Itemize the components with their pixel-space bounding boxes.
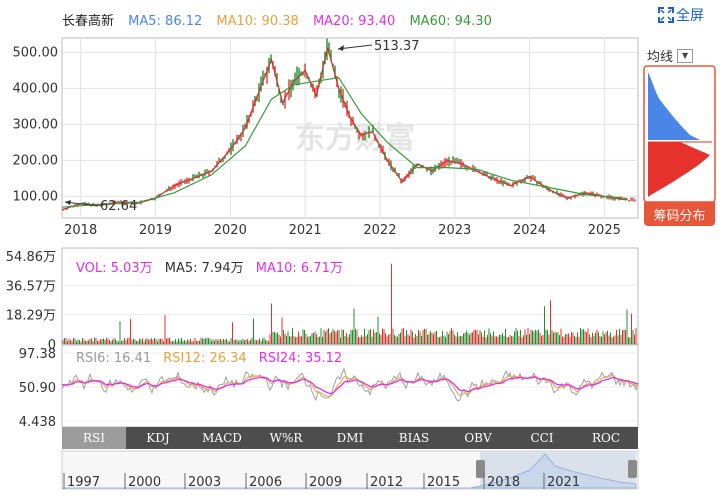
volume-grid bbox=[62, 284, 638, 316]
volume-y-axis: 54.86万 36.57万 18.29万 0 bbox=[6, 250, 56, 353]
max-annotation: 513.37 bbox=[337, 39, 420, 54]
price-line bbox=[61, 47, 627, 211]
volume-y-tick: 18.29万 bbox=[6, 309, 56, 324]
price-x-tick: 2021 bbox=[289, 223, 322, 238]
price-x-tick: 2018 bbox=[64, 223, 97, 238]
rsi-y-tick: 50.90 bbox=[19, 381, 56, 396]
fullscreen-label: 全屏 bbox=[676, 8, 704, 24]
volume-panel: 54.86万 36.57万 18.29万 0 bbox=[6, 247, 639, 353]
navigator-area bbox=[62, 453, 637, 489]
price-y-tick: 100.00 bbox=[13, 189, 59, 204]
tab-obv[interactable]: OBV bbox=[464, 431, 492, 445]
indicator-tabs: RSI KDJ MACD W%R DMI BIAS OBV CCI ROC bbox=[62, 427, 638, 449]
volume-y-tick: 36.57万 bbox=[6, 279, 56, 294]
min-annotation: 62.64 bbox=[64, 199, 137, 214]
navigator-year-label: 2015 bbox=[427, 475, 460, 490]
navigator-year-label: 2000 bbox=[128, 475, 161, 490]
tab-rsi[interactable]: RSI bbox=[62, 427, 126, 449]
price-x-tick: 2025 bbox=[588, 223, 621, 238]
price-x-tick: 2023 bbox=[438, 223, 471, 238]
fullscreen-button[interactable]: 全屏 bbox=[658, 5, 704, 25]
price-x-tick: 2020 bbox=[214, 223, 247, 238]
vol-label: VOL: 5.03万 bbox=[76, 261, 153, 276]
price-x-tick: 2022 bbox=[363, 223, 396, 238]
ma10-label: MA10: 90.38 bbox=[216, 14, 299, 29]
navigator-year-label: 2003 bbox=[188, 475, 221, 490]
vol-ma10-label: MA10: 6.71万 bbox=[255, 261, 343, 276]
navigator-left-handle[interactable] bbox=[476, 460, 485, 478]
rsi-y-tick: 4.438 bbox=[19, 415, 56, 430]
navigator-years: 1997 2000 2003 2006 2009 2012 2015 2018 2021 bbox=[63, 473, 580, 490]
tab-cci[interactable]: CCI bbox=[530, 431, 554, 445]
price-panel-bg bbox=[61, 37, 639, 219]
rsi24-label: RSI24: 35.12 bbox=[258, 351, 343, 366]
tab-macd[interactable]: MACD bbox=[202, 431, 242, 445]
ma20-label: MA20: 93.40 bbox=[312, 14, 396, 29]
tab-kdj[interactable]: KDJ bbox=[146, 431, 170, 445]
price-x-axis: 2018 2019 2020 2021 2022 2023 2024 2025 bbox=[64, 223, 621, 238]
tab-bias[interactable]: BIAS bbox=[398, 431, 430, 445]
chip-red-area bbox=[648, 142, 710, 197]
navigator-year-label: 2021 bbox=[547, 475, 580, 490]
ma60-line bbox=[61, 76, 627, 208]
volume-legend: VOL: 5.03万 MA5: 7.94万 MA10: 6.71万 bbox=[76, 257, 351, 276]
rsi-y-axis: 97.38 50.90 4.438 bbox=[19, 347, 56, 430]
rsi24-line bbox=[61, 376, 639, 395]
price-y-tick: 300.00 bbox=[13, 117, 59, 132]
rsi-grid bbox=[62, 352, 638, 422]
chip-blue-area bbox=[648, 72, 700, 140]
ma5-label: MA5: 86.12 bbox=[128, 14, 203, 29]
price-grid bbox=[62, 38, 638, 218]
volume-y-tick: 0 bbox=[48, 338, 56, 353]
tab-dmi[interactable]: DMI bbox=[336, 431, 364, 445]
price-y-tick: 400.00 bbox=[13, 81, 59, 96]
tab-roc[interactable]: ROC bbox=[591, 431, 621, 445]
navigator-year-label: 1997 bbox=[67, 475, 100, 490]
navigator-year-label: 2006 bbox=[249, 475, 282, 490]
chevron-down-icon[interactable]: ▼ bbox=[677, 48, 694, 63]
price-y-axis: 100.00 200.00 300.00 400.00 500.00 bbox=[13, 45, 59, 204]
rsi-panel: 97.38 50.90 4.438 bbox=[19, 344, 639, 430]
chip-distribution-panel bbox=[643, 65, 716, 203]
indicator-select-label: 均线 bbox=[647, 50, 674, 65]
min-label: 62.64 bbox=[100, 199, 137, 214]
rsi-legend: RSI6: 16.41 RSI12: 26.34 RSI24: 35.12 bbox=[76, 351, 350, 366]
tab-wr[interactable]: W%R bbox=[269, 431, 303, 445]
navigator[interactable]: 1997 2000 2003 2006 2009 2012 2015 2018 2021 bbox=[61, 450, 639, 490]
volume-y-tick: 54.86万 bbox=[6, 250, 56, 265]
stock-name: 长春高新 bbox=[62, 14, 115, 29]
max-label: 513.37 bbox=[374, 39, 420, 54]
vol-ma5-label: MA5: 7.94万 bbox=[164, 261, 244, 276]
fullscreen-icon bbox=[658, 7, 674, 23]
volume-bars bbox=[62, 263, 637, 344]
price-x-tick: 2024 bbox=[513, 223, 546, 238]
navigator-right-handle[interactable] bbox=[628, 460, 637, 478]
price-y-tick: 200.00 bbox=[13, 153, 59, 168]
rsi6-label: RSI6: 16.41 bbox=[76, 351, 152, 366]
main-legend: 长春高新 MA5: 86.12 MA10: 90.38 MA20: 93.40 … bbox=[62, 10, 502, 30]
navigator-year-label: 2018 bbox=[487, 475, 520, 490]
rsi-y-tick: 97.38 bbox=[19, 347, 56, 362]
price-y-tick: 500.00 bbox=[13, 45, 59, 60]
navigator-year-label: 2012 bbox=[370, 475, 403, 490]
navigator-year-label: 2009 bbox=[309, 475, 342, 490]
rsi12-label: RSI12: 26.34 bbox=[163, 351, 247, 366]
price-x-tick: 2019 bbox=[139, 223, 172, 238]
ma60-label: MA60: 94.30 bbox=[409, 14, 492, 29]
chip-distribution-button[interactable]: 筹码分布 bbox=[644, 202, 715, 226]
indicator-select[interactable]: 均线 ▼ bbox=[647, 46, 694, 65]
